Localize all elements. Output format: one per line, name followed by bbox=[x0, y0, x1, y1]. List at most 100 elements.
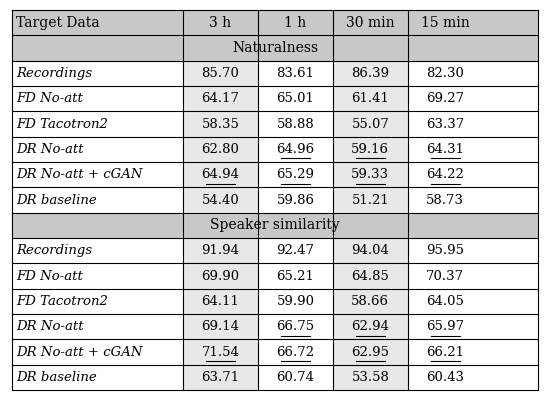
Bar bbox=[258, 314, 333, 339]
Text: Target Data: Target Data bbox=[16, 16, 100, 30]
Bar bbox=[258, 289, 333, 314]
Text: 59.86: 59.86 bbox=[277, 194, 315, 206]
Bar bbox=[258, 86, 333, 111]
Bar bbox=[408, 137, 483, 162]
Bar bbox=[12, 61, 183, 86]
Text: FD No-att: FD No-att bbox=[16, 92, 83, 105]
Bar bbox=[12, 187, 183, 213]
Text: 51.21: 51.21 bbox=[351, 194, 389, 206]
Bar bbox=[408, 162, 483, 187]
Bar bbox=[183, 238, 258, 263]
Text: 65.97: 65.97 bbox=[426, 320, 464, 333]
Text: DR No-att + cGAN: DR No-att + cGAN bbox=[16, 168, 142, 181]
Bar bbox=[12, 10, 538, 35]
Bar bbox=[408, 314, 483, 339]
Bar bbox=[408, 111, 483, 137]
Text: 63.37: 63.37 bbox=[426, 118, 464, 130]
Text: 1 h: 1 h bbox=[284, 16, 306, 30]
Text: 3 h: 3 h bbox=[210, 16, 232, 30]
Text: DR baseline: DR baseline bbox=[16, 371, 97, 384]
Text: FD Tacotron2: FD Tacotron2 bbox=[16, 118, 108, 130]
Bar bbox=[183, 263, 258, 289]
Text: 65.29: 65.29 bbox=[277, 168, 315, 181]
Bar bbox=[258, 111, 333, 137]
Text: 70.37: 70.37 bbox=[426, 270, 464, 282]
Bar bbox=[183, 314, 258, 339]
Bar bbox=[408, 238, 483, 263]
Text: 64.94: 64.94 bbox=[201, 168, 239, 181]
Text: 61.41: 61.41 bbox=[351, 92, 389, 105]
Bar bbox=[333, 314, 408, 339]
Text: 82.30: 82.30 bbox=[426, 67, 464, 80]
Bar bbox=[183, 365, 258, 390]
Text: 83.61: 83.61 bbox=[277, 67, 315, 80]
Text: 66.21: 66.21 bbox=[426, 346, 464, 358]
Text: 62.95: 62.95 bbox=[351, 346, 389, 358]
Text: Recordings: Recordings bbox=[16, 67, 92, 80]
Text: FD No-att: FD No-att bbox=[16, 270, 83, 282]
Text: 64.85: 64.85 bbox=[351, 270, 389, 282]
Bar bbox=[333, 187, 408, 213]
Text: 91.94: 91.94 bbox=[201, 244, 239, 257]
Bar bbox=[183, 162, 258, 187]
Bar bbox=[12, 238, 183, 263]
Text: 66.75: 66.75 bbox=[276, 320, 315, 333]
Text: 15 min: 15 min bbox=[421, 16, 470, 30]
Bar bbox=[408, 86, 483, 111]
Text: 58.66: 58.66 bbox=[351, 295, 389, 308]
Text: 65.01: 65.01 bbox=[277, 92, 314, 105]
Text: 94.04: 94.04 bbox=[351, 244, 389, 257]
Text: DR No-att: DR No-att bbox=[16, 143, 84, 156]
Text: 71.54: 71.54 bbox=[201, 346, 239, 358]
Text: 60.74: 60.74 bbox=[277, 371, 315, 384]
Bar bbox=[408, 289, 483, 314]
Bar bbox=[258, 238, 333, 263]
Text: 92.47: 92.47 bbox=[277, 244, 315, 257]
Bar bbox=[183, 289, 258, 314]
Text: DR No-att: DR No-att bbox=[16, 320, 84, 333]
Text: FD Tacotron2: FD Tacotron2 bbox=[16, 295, 108, 308]
Text: 85.70: 85.70 bbox=[201, 67, 239, 80]
Text: 66.72: 66.72 bbox=[276, 346, 315, 358]
Bar bbox=[258, 339, 333, 365]
Bar bbox=[12, 263, 183, 289]
Bar bbox=[12, 314, 183, 339]
Bar bbox=[408, 187, 483, 213]
Bar bbox=[333, 263, 408, 289]
Text: 60.43: 60.43 bbox=[426, 371, 464, 384]
Text: 53.58: 53.58 bbox=[351, 371, 389, 384]
Bar bbox=[183, 111, 258, 137]
Text: Recordings: Recordings bbox=[16, 244, 92, 257]
Bar bbox=[258, 61, 333, 86]
Bar bbox=[333, 365, 408, 390]
Bar bbox=[333, 61, 408, 86]
Bar bbox=[12, 289, 183, 314]
Bar bbox=[333, 137, 408, 162]
Bar bbox=[12, 365, 183, 390]
Bar bbox=[333, 86, 408, 111]
Bar bbox=[408, 61, 483, 86]
Bar bbox=[333, 162, 408, 187]
Bar bbox=[408, 365, 483, 390]
Bar bbox=[183, 61, 258, 86]
Text: 59.90: 59.90 bbox=[277, 295, 315, 308]
Bar bbox=[258, 187, 333, 213]
Bar bbox=[12, 111, 183, 137]
Bar bbox=[333, 339, 408, 365]
Text: 86.39: 86.39 bbox=[351, 67, 389, 80]
Text: 64.96: 64.96 bbox=[276, 143, 315, 156]
Bar bbox=[333, 289, 408, 314]
Text: 58.73: 58.73 bbox=[426, 194, 464, 206]
Text: 55.07: 55.07 bbox=[351, 118, 389, 130]
Bar bbox=[333, 111, 408, 137]
Bar bbox=[183, 86, 258, 111]
Text: 64.17: 64.17 bbox=[201, 92, 239, 105]
Text: Speaker similarity: Speaker similarity bbox=[210, 218, 340, 232]
Text: 64.11: 64.11 bbox=[201, 295, 239, 308]
Text: 69.14: 69.14 bbox=[201, 320, 239, 333]
Text: 65.21: 65.21 bbox=[277, 270, 314, 282]
Bar bbox=[183, 339, 258, 365]
Text: 63.71: 63.71 bbox=[201, 371, 239, 384]
Bar bbox=[258, 137, 333, 162]
Text: 69.90: 69.90 bbox=[201, 270, 239, 282]
